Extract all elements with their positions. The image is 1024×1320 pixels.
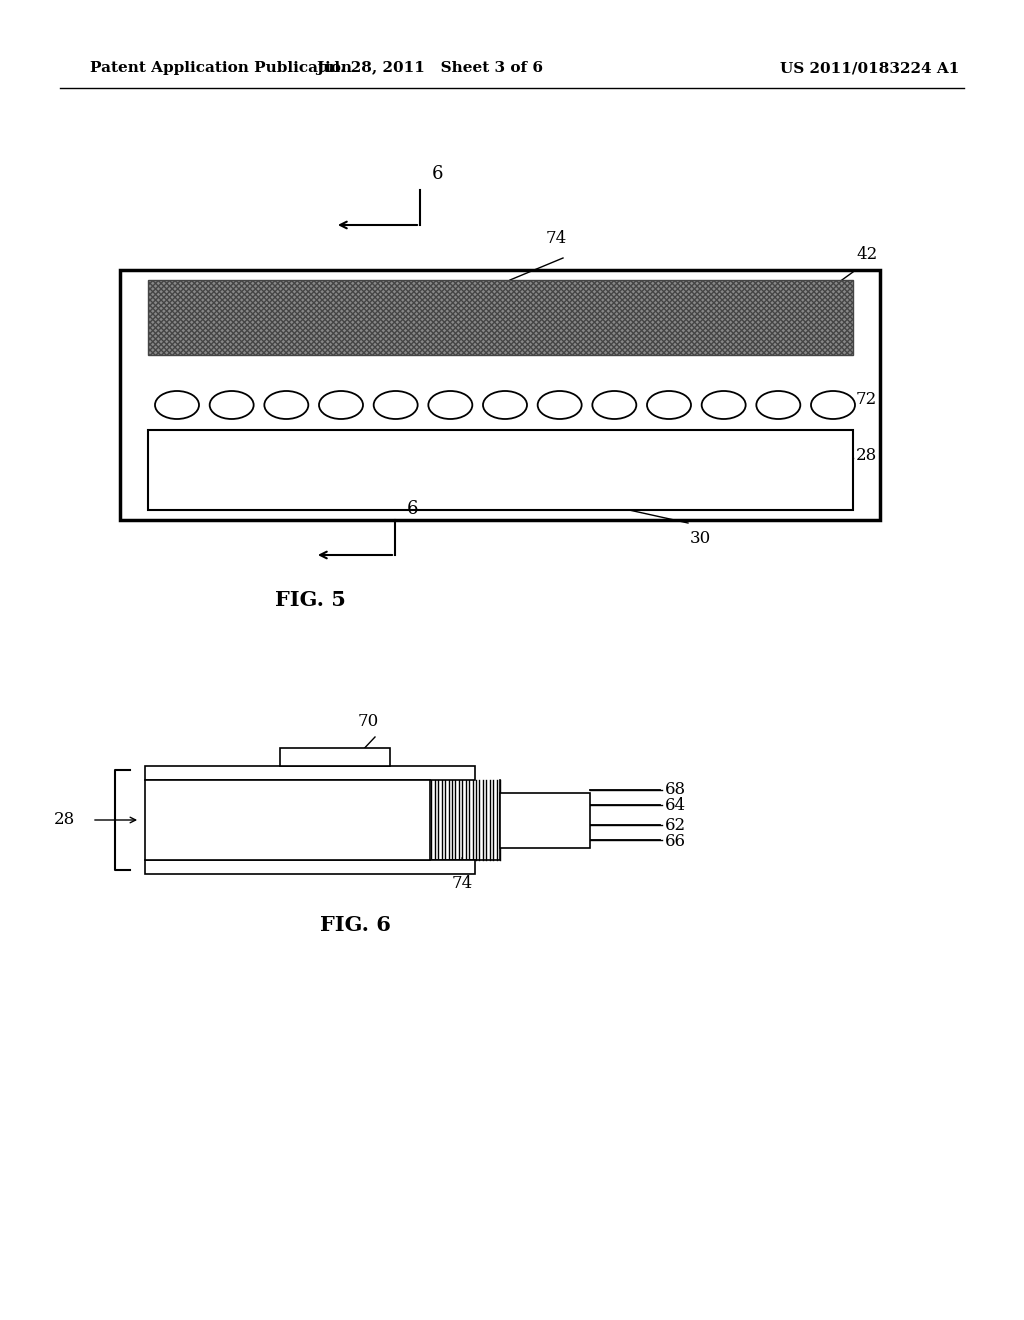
Ellipse shape xyxy=(428,391,472,418)
Text: 74: 74 xyxy=(452,875,473,892)
Ellipse shape xyxy=(374,391,418,418)
Text: FIG. 6: FIG. 6 xyxy=(319,915,391,935)
Text: 28: 28 xyxy=(53,812,75,829)
Ellipse shape xyxy=(264,391,308,418)
Bar xyxy=(148,430,853,510)
Ellipse shape xyxy=(811,391,855,418)
Text: US 2011/0183224 A1: US 2011/0183224 A1 xyxy=(780,61,959,75)
Bar xyxy=(145,780,430,861)
Text: 28: 28 xyxy=(856,446,878,463)
Ellipse shape xyxy=(155,391,199,418)
Text: 70: 70 xyxy=(358,713,379,730)
Text: 6: 6 xyxy=(407,500,419,517)
Text: 6: 6 xyxy=(432,165,443,183)
Ellipse shape xyxy=(592,391,636,418)
Text: Jul. 28, 2011   Sheet 3 of 6: Jul. 28, 2011 Sheet 3 of 6 xyxy=(316,61,544,75)
Ellipse shape xyxy=(483,391,527,418)
Ellipse shape xyxy=(319,391,362,418)
Bar xyxy=(145,766,475,780)
Ellipse shape xyxy=(701,391,745,418)
Text: 64: 64 xyxy=(665,797,686,814)
Bar xyxy=(148,280,853,355)
Text: 42: 42 xyxy=(856,246,878,263)
Bar xyxy=(280,748,390,766)
Bar xyxy=(145,861,475,874)
Ellipse shape xyxy=(647,391,691,418)
Text: FIG. 5: FIG. 5 xyxy=(275,590,346,610)
Text: 74: 74 xyxy=(546,230,567,247)
Text: 66: 66 xyxy=(665,833,686,850)
Text: 68: 68 xyxy=(665,781,686,799)
Bar xyxy=(500,793,590,847)
Ellipse shape xyxy=(757,391,801,418)
Text: 72: 72 xyxy=(856,392,878,408)
Bar xyxy=(148,280,853,355)
Text: 30: 30 xyxy=(690,531,712,546)
Text: 62: 62 xyxy=(665,817,686,834)
Ellipse shape xyxy=(210,391,254,418)
Text: Patent Application Publication: Patent Application Publication xyxy=(90,61,352,75)
Ellipse shape xyxy=(538,391,582,418)
Bar xyxy=(120,271,880,520)
